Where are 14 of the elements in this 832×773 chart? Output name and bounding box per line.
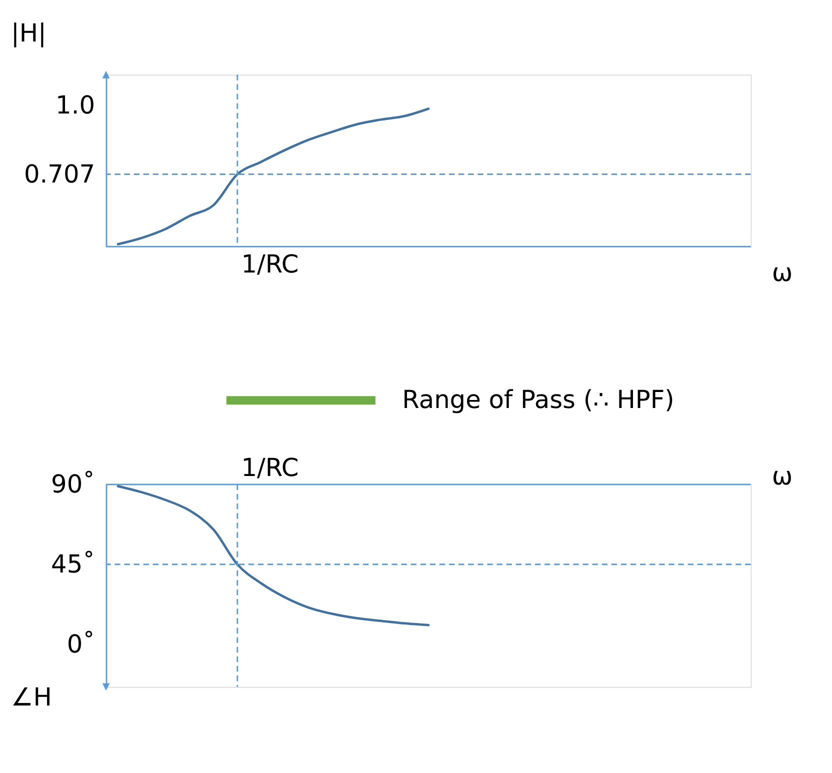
text: 1/RC xyxy=(241,452,299,482)
y-tick-label: 45˚ xyxy=(51,549,96,578)
x-axis-title: ω xyxy=(772,461,793,490)
text: Range of Pass (∴ HPF) xyxy=(402,385,674,414)
y-axis-title: |H| xyxy=(10,18,46,48)
y-tick-label: 0.707 xyxy=(24,159,96,188)
y-tick-label: 90˚ xyxy=(51,470,96,499)
line-series xyxy=(116,108,430,246)
y-tick-label: 1.0 xyxy=(56,90,96,120)
line-series xyxy=(116,485,430,626)
x-axis-title: ω xyxy=(772,258,793,287)
y-axis-title: ∠H xyxy=(10,682,52,712)
text: 1/RC xyxy=(241,249,299,278)
y-tick-label: 0˚ xyxy=(66,629,96,658)
